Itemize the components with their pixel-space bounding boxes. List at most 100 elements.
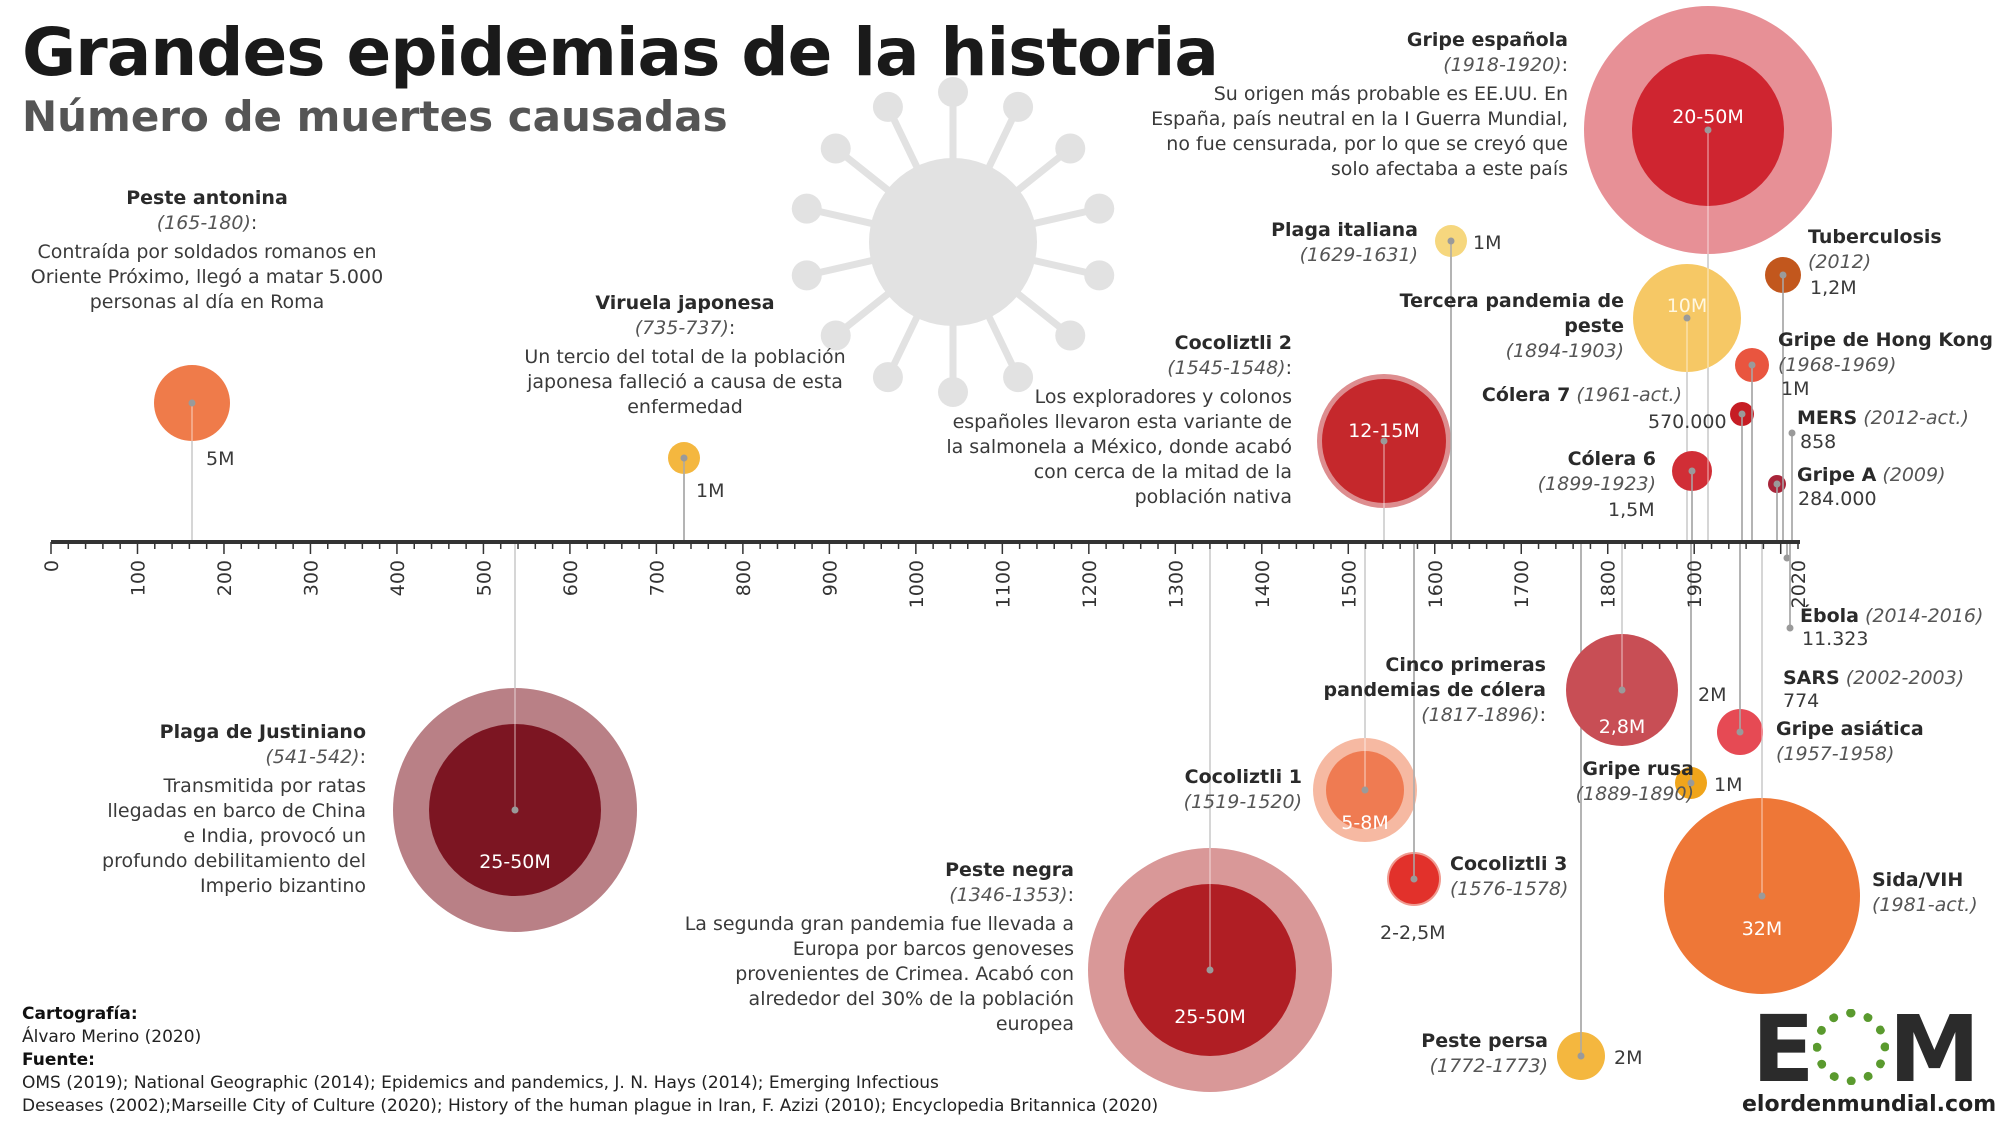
value-label-plaga-justiniano: 25-50M xyxy=(479,851,551,873)
value-label-sida: 32M xyxy=(1741,918,1783,940)
annotation-sars: SARS (2002-2003) xyxy=(1783,666,1995,691)
epidemic-description: La segunda gran pandemia fue llevada a E… xyxy=(684,913,1074,1035)
bubble-colera-6[interactable] xyxy=(1672,451,1712,542)
epidemic-name: Peste antonina xyxy=(126,187,288,209)
epidemic-name: Peste persa xyxy=(1421,1030,1548,1052)
bubble-peste-negra[interactable] xyxy=(1088,542,1332,1092)
carto-label: Cartografía: xyxy=(22,1004,138,1024)
axis-tick-label: 100 xyxy=(127,560,149,596)
bubble-cocoliztli-3[interactable] xyxy=(1387,542,1441,906)
credits: Cartografía: Álvaro Merino (2020) Fuente… xyxy=(22,1003,1158,1118)
epidemic-name: Cólera 7 xyxy=(1481,384,1571,406)
epidemic-name: Cólera 6 xyxy=(1567,448,1656,470)
annotation-tercera-peste: Tercera pandemia de peste (1894-1903) xyxy=(1392,289,1624,364)
bubble-mers[interactable] xyxy=(1788,429,1796,543)
epidemic-dates: (541-542) xyxy=(265,746,360,768)
epidemic-name: Cocoliztli 2 xyxy=(1174,332,1292,354)
epidemic-dates: (1772-1773) xyxy=(1429,1055,1548,1077)
bubble-gripe-espanola[interactable] xyxy=(1584,6,1832,542)
epidemic-description: Los exploradores y colonos españoles lle… xyxy=(946,386,1292,508)
bubble-center-dot xyxy=(511,806,519,814)
annotation-gripe-a: Gripe A (2009) xyxy=(1797,463,1997,488)
epidemic-name: Gripe asiática xyxy=(1776,718,1924,740)
epidemic-description: Contraída por soldados romanos en Orient… xyxy=(30,241,384,313)
annotation-peste-antonina: Peste antonina (165-180): Contraída por so… xyxy=(30,187,384,313)
epidemic-dates: (1961-act.) xyxy=(1576,384,1682,406)
epidemic-dates: (1889-1890) xyxy=(1575,783,1694,805)
bubble-colera-7[interactable] xyxy=(1730,402,1754,542)
bubble-tuberculosis[interactable] xyxy=(1765,257,1801,542)
value-label-ebola: 11.323 xyxy=(1802,628,1869,650)
epidemic-description: Transmitida por ratas llegadas en barco … xyxy=(102,775,366,897)
bubble-center-dot xyxy=(1786,624,1794,632)
bubble-gripe-hong-kong[interactable] xyxy=(1735,348,1769,542)
epidemic-dates: (1981-act.) xyxy=(1872,894,1978,916)
epidemic-name: Gripe de Hong Kong xyxy=(1778,329,1993,351)
annotation-plaga-italiana: Plaga italiana (1629-1631) xyxy=(1240,218,1418,268)
annotation-plaga-justiniano: Plaga de Justiniano (541-542): Transmitida… xyxy=(102,721,366,897)
bubble-center-dot xyxy=(1773,480,1781,488)
bubble-center-dot xyxy=(1748,361,1756,369)
axis-tick-label: 1800 xyxy=(1598,560,1620,608)
axis-tick-label: 500 xyxy=(473,560,495,596)
bubble-ebola[interactable] xyxy=(1786,542,1794,632)
globe-dots-icon xyxy=(1812,1009,1889,1085)
epidemic-dates: (2012) xyxy=(1808,251,1872,273)
epidemic-name: Plaga italiana xyxy=(1271,219,1418,241)
annotation-colera-6: Cólera 6 (1899-1923) xyxy=(1502,447,1656,497)
bubble-peste-antonina[interactable] xyxy=(154,365,230,542)
bubble-plaga-justiniano[interactable] xyxy=(393,542,637,932)
epidemic-dates: (2014-2016) xyxy=(1865,605,1984,627)
axis-tick-label: 2020 xyxy=(1788,560,1810,608)
source-label: Fuente: xyxy=(22,1050,95,1070)
source-line-2: Deseases (2002);Marseille City of Cultur… xyxy=(22,1096,1159,1116)
bubble-viruela-japonesa[interactable] xyxy=(668,442,700,542)
time-axis: 0 100 200 300 400 500 600 700 800 900 1000 1100 1200… xyxy=(41,540,1810,608)
epidemic-name: Viruela japonesa xyxy=(595,292,775,314)
bubble-cocoliztli-2[interactable] xyxy=(1317,374,1451,542)
bubble-center-dot xyxy=(1618,686,1626,694)
bubble-sida[interactable] xyxy=(1664,542,1860,994)
epidemic-dates: (1346-1353) xyxy=(949,884,1068,906)
axis-tick-label: 1700 xyxy=(1511,560,1533,608)
axis-tick-label: 700 xyxy=(646,560,668,596)
page-title: Grandes epidemias de la historia xyxy=(22,14,1219,91)
bubble-gripe-rusa[interactable] xyxy=(1675,542,1707,799)
annotation-gripe-espanola: Gripe española (1918-1920): Su origen más … xyxy=(1151,29,1568,180)
bubble-center-dot xyxy=(1410,875,1418,883)
bubble-cinco-colera[interactable] xyxy=(1566,542,1678,746)
epidemic-name: MERS xyxy=(1797,407,1858,429)
bubble-gripe-a[interactable] xyxy=(1768,475,1786,542)
bubble-gripe-asiatica[interactable] xyxy=(1717,542,1763,755)
epidemic-name: Sida/VIH xyxy=(1872,869,1964,891)
epidemic-name: Ébola xyxy=(1800,605,1859,627)
value-label-plaga-italiana: 1M xyxy=(1473,232,1502,254)
bubble-center-dot xyxy=(1783,554,1791,562)
value-label-colera-6: 1,5M xyxy=(1608,499,1655,521)
annotation-tuberculosis: Tuberculosis (2012) xyxy=(1808,225,1986,275)
value-label-viruela-japonesa: 1M xyxy=(696,480,725,502)
bubble-center-dot xyxy=(188,399,196,407)
epidemic-dates: (1957-1958) xyxy=(1776,743,1895,765)
epidemic-dates: (735-737) xyxy=(634,317,729,339)
epidemic-dates: (2002-2003) xyxy=(1845,667,1965,689)
bubble-tercera-peste[interactable] xyxy=(1633,264,1741,542)
bubble-center-dot xyxy=(1779,271,1787,279)
epidemic-dates: (2009) xyxy=(1882,464,1946,486)
bubble-peste-persa[interactable] xyxy=(1557,542,1605,1080)
value-label-gripe-rusa: 1M xyxy=(1714,774,1743,796)
source-line-1: OMS (2019); National Geographic (2014); … xyxy=(22,1073,939,1093)
value-label-tuberculosis: 1,2M xyxy=(1810,277,1857,299)
bubble-cocoliztli-1[interactable] xyxy=(1313,542,1417,842)
epidemic-dates: (1545-1548) xyxy=(1167,357,1286,379)
axis-tick-label: 1000 xyxy=(906,560,928,608)
bubble-center-dot xyxy=(1577,1052,1585,1060)
epidemic-name: Gripe española xyxy=(1406,29,1568,51)
bubble-plaga-italiana[interactable] xyxy=(1435,225,1467,542)
epidemic-dates: (1899-1923) xyxy=(1537,473,1656,495)
bubble-center-dot xyxy=(1738,410,1746,418)
bubble-sars[interactable] xyxy=(1783,542,1791,562)
axis-tick-label: 1400 xyxy=(1252,560,1274,608)
